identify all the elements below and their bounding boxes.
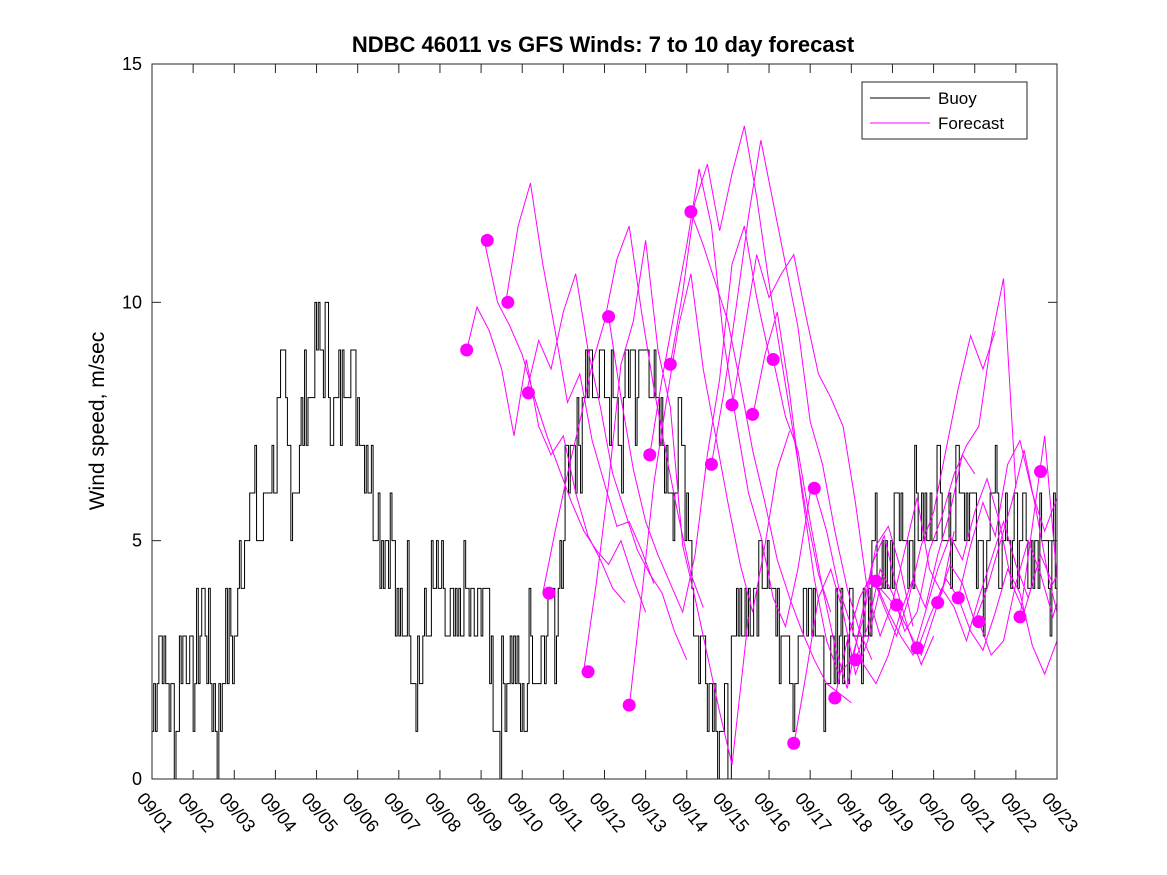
- forecast-marker: [602, 310, 616, 324]
- forecast-marker: [746, 407, 760, 421]
- forecast-marker: [1013, 610, 1027, 624]
- buoy-series: [152, 301, 1058, 780]
- y-axis-label: Wind speed, m/sec: [86, 332, 109, 511]
- forecast-line: [1019, 435, 1058, 617]
- forecast-marker: [890, 598, 904, 612]
- forecast-marker: [480, 233, 494, 247]
- forecast-marker: [581, 665, 595, 679]
- legend: Buoy Forecast: [861, 81, 1028, 140]
- forecast-line: [525, 273, 688, 661]
- forecast-marker: [725, 398, 739, 412]
- forecast-marker: [622, 698, 636, 712]
- forecast-line: [505, 183, 655, 584]
- forecast-line: [834, 330, 996, 699]
- forecast-marker: [663, 357, 677, 371]
- forecast-marker: [501, 295, 515, 309]
- y-axis: 0 5 10 15: [122, 54, 1057, 789]
- forecast-marker: [931, 596, 945, 610]
- forecast-line: [793, 497, 955, 746]
- forecast-marker: [951, 591, 965, 605]
- forecast-marker: [848, 653, 862, 667]
- forecast-line: [466, 305, 626, 603]
- forecast-marker: [704, 457, 718, 471]
- forecast-marker: [766, 353, 780, 367]
- legend-buoy-label: Buoy: [938, 89, 977, 108]
- y-tick-label: 0: [132, 769, 142, 789]
- forecast-line: [813, 453, 976, 685]
- forecast-line: [690, 211, 852, 704]
- forecast-line: [542, 225, 704, 608]
- forecast-marker: [807, 481, 821, 495]
- chart-title: NDBC 46011 vs GFS Winds: 7 to 10 day for…: [352, 32, 855, 57]
- y-tick-label: 15: [122, 54, 142, 74]
- forecast-marker: [972, 615, 986, 629]
- forecast-line: [484, 245, 647, 613]
- forecast-line: [957, 567, 1058, 676]
- forecast-marker: [787, 736, 801, 750]
- forecast-line: [649, 168, 811, 629]
- forecast-line: [752, 311, 914, 676]
- buoy-line: [152, 301, 1058, 780]
- forecast-line: [937, 449, 1058, 624]
- forecast-marker: [910, 641, 924, 655]
- forecast-line: [710, 140, 873, 661]
- forecast-line: [669, 125, 832, 613]
- forecast-marker: [542, 586, 556, 600]
- y-tick-label: 5: [132, 531, 142, 551]
- forecast-marker: [521, 386, 535, 400]
- legend-forecast-label: Forecast: [938, 114, 1004, 133]
- forecast-marker: [1034, 465, 1048, 479]
- forecast-line: [978, 539, 1058, 657]
- forecast-marker: [643, 448, 657, 462]
- forecast-series: [466, 125, 1058, 765]
- forecast-line: [731, 253, 893, 638]
- legend-box: [861, 81, 1028, 140]
- forecast-line: [608, 225, 770, 614]
- forecast-line: [628, 273, 791, 708]
- forecast-marker: [460, 343, 474, 357]
- forecast-line: [583, 240, 749, 765]
- forecast-line: [854, 278, 1017, 661]
- forecast-marker: [869, 574, 883, 588]
- forecast-markers: [460, 205, 1048, 750]
- forecast-marker: [828, 691, 842, 705]
- y-tick-label: 10: [122, 292, 142, 312]
- forecast-marker: [684, 205, 698, 219]
